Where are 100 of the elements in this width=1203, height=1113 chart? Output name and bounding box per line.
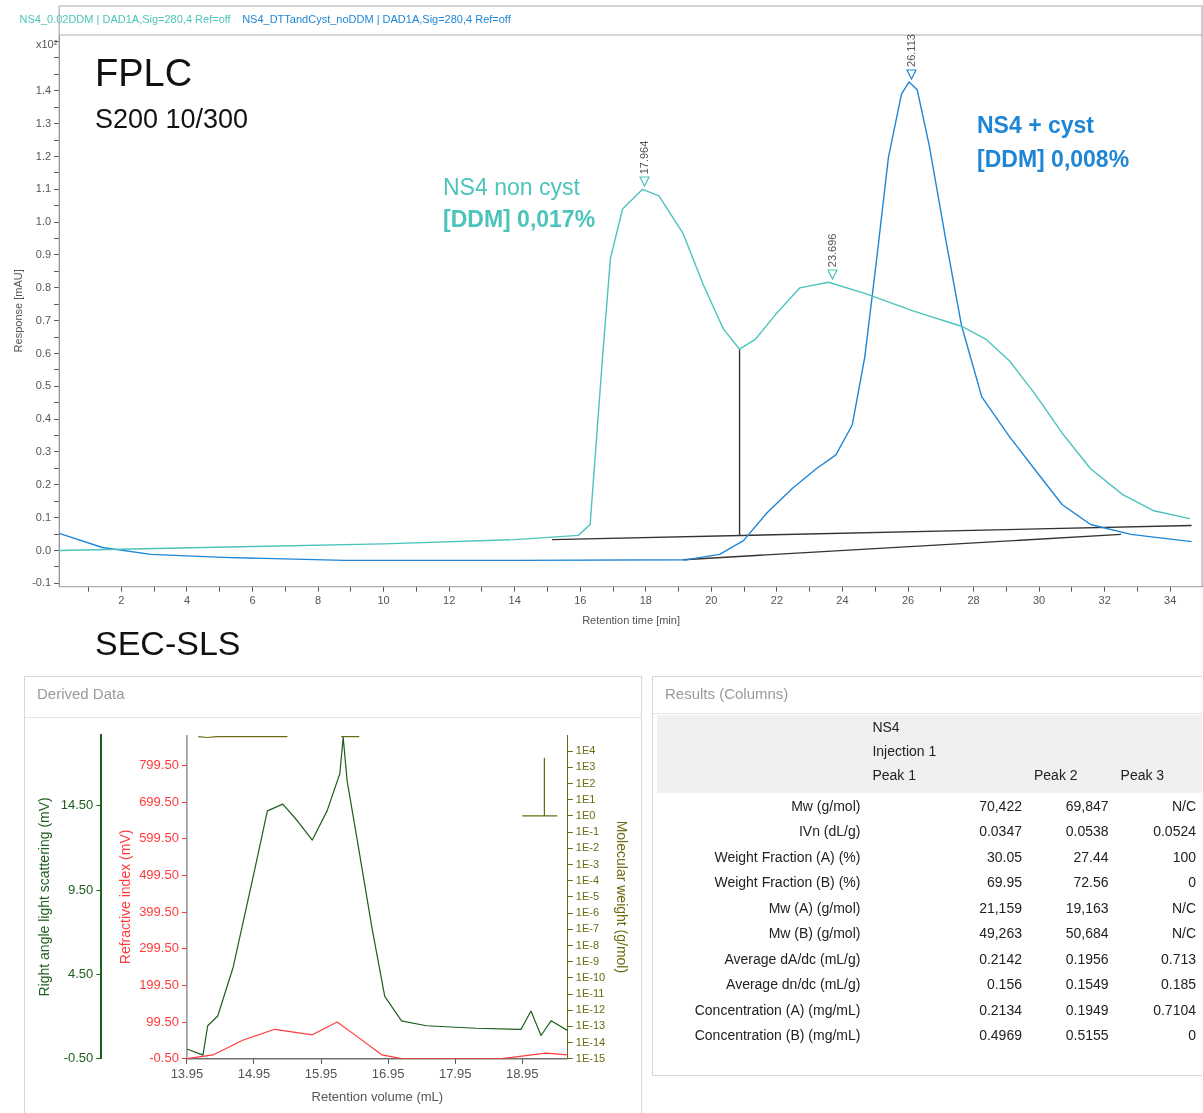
- y3-tick-label: 1E-13: [575, 1019, 606, 1032]
- text: 0.156: [986, 976, 1022, 993]
- category-label: Mw (B) (g/mol): [768, 925, 861, 942]
- y-tick-label: 1.3: [35, 116, 52, 129]
- text: 0.0538: [1065, 823, 1109, 840]
- text: 0.0347: [979, 823, 1022, 840]
- y-tick-label: 0.6: [35, 346, 52, 359]
- text: 50,684: [1065, 925, 1109, 942]
- x-tick-label: 8: [315, 594, 322, 607]
- x-tick-label: 2: [118, 594, 125, 607]
- text: 49,263: [979, 925, 1022, 942]
- y2-axis-title: Refractive index (mV): [116, 829, 133, 965]
- category-label: Peak 3: [1120, 766, 1166, 785]
- text: 0.2142: [979, 950, 1022, 967]
- x-tick-label: 16: [574, 594, 587, 607]
- y3-tick-label: 1E2: [575, 776, 596, 789]
- y3-tick-label: 1E-9: [575, 954, 600, 967]
- x-tick-label: 14.95: [237, 1066, 271, 1082]
- category-label: Peak 1: [872, 766, 917, 785]
- text: 0.2134: [979, 1001, 1022, 1018]
- x-tick-label: 34: [1164, 594, 1177, 607]
- x-tick-label: 24: [836, 594, 849, 607]
- text: 30.05: [986, 848, 1022, 865]
- x-tick-label: 13.95: [170, 1066, 204, 1082]
- y2-tick-label: 199.50: [139, 977, 179, 993]
- chart-subtitle: Derived Data: [37, 685, 125, 702]
- y3-tick-label: 1E-14: [575, 1035, 606, 1048]
- annotation: [DDM] 0,008%: [977, 146, 1130, 173]
- category-label: Mw (g/mol): [791, 797, 861, 814]
- y2-tick-label: 399.50: [139, 903, 179, 919]
- x-tick-label: 6: [249, 594, 256, 607]
- y3-tick-label: 1E-6: [575, 906, 600, 919]
- text: 0.1956: [1065, 950, 1109, 967]
- y-tick-label: 0.5: [35, 379, 52, 392]
- y2-tick-label: 499.50: [139, 867, 179, 883]
- category-label: Concentration (A) (mg/mL): [694, 1001, 861, 1018]
- x-tick-label: 30: [1033, 594, 1046, 607]
- y-tick-label: 1.0: [35, 215, 52, 228]
- y2-tick-label: 799.50: [139, 757, 179, 773]
- text: 19,163: [1065, 899, 1109, 916]
- annotation: [DDM] 0,017%: [443, 206, 596, 233]
- y3-axis-title: Molecular weight (g/mol): [613, 820, 630, 974]
- text: 100: [1172, 848, 1196, 865]
- y-tick-label: 0.0: [35, 543, 52, 556]
- annotation: 26.113: [904, 34, 917, 67]
- text: 70,422: [979, 797, 1022, 814]
- y-tick-label: 0.3: [35, 445, 52, 458]
- x-tick-label: 10: [377, 594, 390, 607]
- category-label: Average dA/dc (mL/g): [724, 950, 861, 967]
- text: 69.95: [986, 874, 1022, 891]
- y3-tick-label: 1E0: [575, 808, 596, 821]
- text: FPLC: [95, 52, 193, 95]
- x-tick-label: 17.95: [438, 1066, 472, 1082]
- annotation: 17.964: [637, 140, 650, 175]
- category-label: Concentration (B) (mg/mL): [694, 1027, 861, 1044]
- y-tick-label: 0.8: [35, 280, 52, 293]
- text: 0.0524: [1153, 823, 1196, 840]
- x-axis-title: Retention time [min]: [582, 614, 680, 627]
- y3-tick-label: 1E-10: [575, 970, 606, 983]
- y-tick-label: -0.1: [32, 576, 52, 589]
- text: NS4_0.02DDM | DAD1A,Sig=280,4 Ref=off: [19, 12, 232, 25]
- text: N/C: [1171, 925, 1196, 942]
- y2-tick-label: 699.50: [139, 793, 179, 809]
- text: 0.1949: [1065, 1001, 1109, 1018]
- y3-tick-label: 1E-5: [575, 889, 600, 902]
- y-tick-label: 4.50: [68, 966, 94, 982]
- y3-tick-label: 1E-7: [575, 922, 600, 935]
- x-tick-label: 14: [508, 594, 521, 607]
- y-tick-label: 0.7: [35, 313, 52, 326]
- y3-tick-label: 1E-1: [575, 825, 600, 838]
- y-tick-label: 0.9: [35, 248, 52, 261]
- text: 0.713: [1160, 950, 1196, 967]
- x-tick-label: 18.95: [505, 1066, 539, 1082]
- y3-tick-label: 1E-15: [575, 1051, 606, 1064]
- x-tick-label: 28: [967, 594, 980, 607]
- y-tick-label: 0.1: [35, 510, 52, 523]
- text: 69,847: [1065, 797, 1109, 814]
- y2-tick-label: -0.50: [149, 1050, 179, 1066]
- y2-tick-label: 299.50: [139, 940, 179, 956]
- y3-tick-label: 1E-4: [575, 873, 600, 886]
- y-tick-label: 0.2: [35, 477, 52, 490]
- category-label: Mw (A) (g/mol): [768, 899, 861, 916]
- category-label: Weight Fraction (A) (%): [714, 848, 861, 865]
- text: N/C: [1171, 899, 1196, 916]
- text: 0.4969: [979, 1027, 1022, 1044]
- y3-tick-label: 1E-12: [575, 1003, 606, 1016]
- y3-tick-label: 1E-2: [575, 841, 600, 854]
- x-axis-title: Retention volume (mL): [311, 1088, 444, 1104]
- y3-tick-label: 1E3: [575, 760, 596, 773]
- x-tick-label: 18: [639, 594, 652, 607]
- y-tick-label: 9.50: [68, 881, 94, 897]
- text: N/C: [1171, 797, 1196, 814]
- y-tick-label: 1.4: [35, 83, 52, 96]
- y-axis-title: Response [mAU]: [11, 269, 24, 353]
- category-label: Average dn/dc (mL/g): [726, 976, 861, 993]
- y2-tick-label: 99.50: [146, 1013, 179, 1029]
- y-axis-title: Right angle light scattering (mV): [36, 797, 53, 997]
- category-label: IVn (dL/g): [798, 823, 861, 840]
- text: 21,159: [979, 899, 1022, 916]
- y-tick-label: 1.2: [35, 149, 52, 162]
